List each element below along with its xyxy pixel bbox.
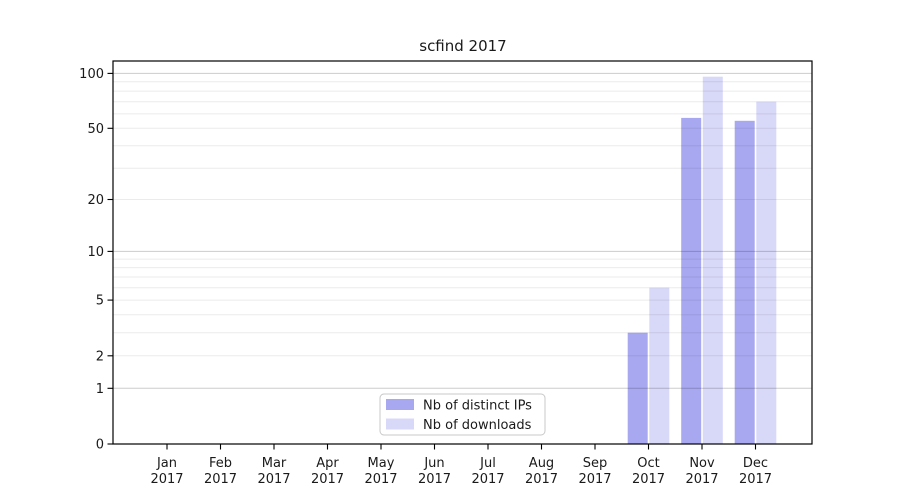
y-tick-label-10: 10 [87, 245, 104, 260]
x-tick-label-year-mar: 2017 [257, 472, 290, 487]
legend: Nb of distinct IPs Nb of downloads [379, 393, 546, 436]
bar-dec-nb-of-downloads [756, 101, 777, 444]
y-tick-label-100: 100 [79, 67, 104, 82]
x-tick-label-month-mar: Mar [262, 456, 287, 471]
x-tick-label-year-oct: 2017 [632, 472, 665, 487]
x-tick-label-month-apr: Apr [316, 456, 339, 471]
x-tick-label-year-jun: 2017 [418, 472, 451, 487]
y-tick-label-0: 0 [96, 438, 104, 453]
x-tick-label-month-dec: Dec [743, 456, 768, 471]
x-tick-label-month-jan: Jan [156, 456, 177, 471]
legend-swatch-nb-of-distinct-ips [386, 399, 414, 410]
axes-layer: 0125102050100Jan2017Feb2017Mar2017Apr201… [79, 60, 813, 487]
x-tick-label-year-apr: 2017 [311, 472, 344, 487]
x-tick-label-year-feb: 2017 [204, 472, 237, 487]
x-tick-label-year-sep: 2017 [578, 472, 611, 487]
bar-nov-nb-of-downloads [702, 76, 723, 444]
legend-label-nb-of-distinct-ips: Nb of distinct IPs [423, 399, 532, 414]
x-tick-label-year-dec: 2017 [739, 472, 772, 487]
chart-title: scfind 2017 [419, 37, 506, 55]
plot-border [112, 60, 813, 445]
x-tick-label-year-jan: 2017 [150, 472, 183, 487]
y-tick-label-50: 50 [87, 122, 104, 137]
y-tick-label-2: 2 [96, 349, 104, 364]
x-tick-label-month-feb: Feb [209, 456, 232, 471]
x-tick-label-year-may: 2017 [364, 472, 397, 487]
x-tick-label-month-nov: Nov [689, 456, 715, 471]
bar-oct-nb-of-distinct-ips [627, 332, 648, 444]
x-tick-label-year-jul: 2017 [471, 472, 504, 487]
gridlines-layer [113, 72, 812, 389]
legend-box [379, 393, 546, 436]
bar-oct-nb-of-downloads [649, 287, 670, 444]
bar-dec-nb-of-distinct-ips [734, 120, 755, 445]
bar-nov-nb-of-distinct-ips [681, 117, 702, 445]
x-tick-label-month-aug: Aug [529, 456, 554, 471]
y-tick-label-20: 20 [87, 193, 104, 208]
bars-layer [627, 76, 777, 445]
y-tick-label-5: 5 [96, 294, 104, 309]
x-tick-label-month-jul: Jul [479, 456, 496, 471]
x-tick-label-month-sep: Sep [583, 456, 608, 471]
x-tick-label-year-aug: 2017 [525, 472, 558, 487]
legend-label-nb-of-downloads: Nb of downloads [423, 418, 532, 433]
legend-swatch-nb-of-downloads [386, 418, 414, 430]
x-tick-label-month-oct: Oct [637, 456, 659, 471]
y-tick-label-1: 1 [96, 382, 104, 397]
x-tick-label-year-nov: 2017 [685, 472, 718, 487]
x-tick-label-month-jun: Jun [423, 456, 444, 471]
x-tick-label-month-may: May [368, 456, 395, 471]
